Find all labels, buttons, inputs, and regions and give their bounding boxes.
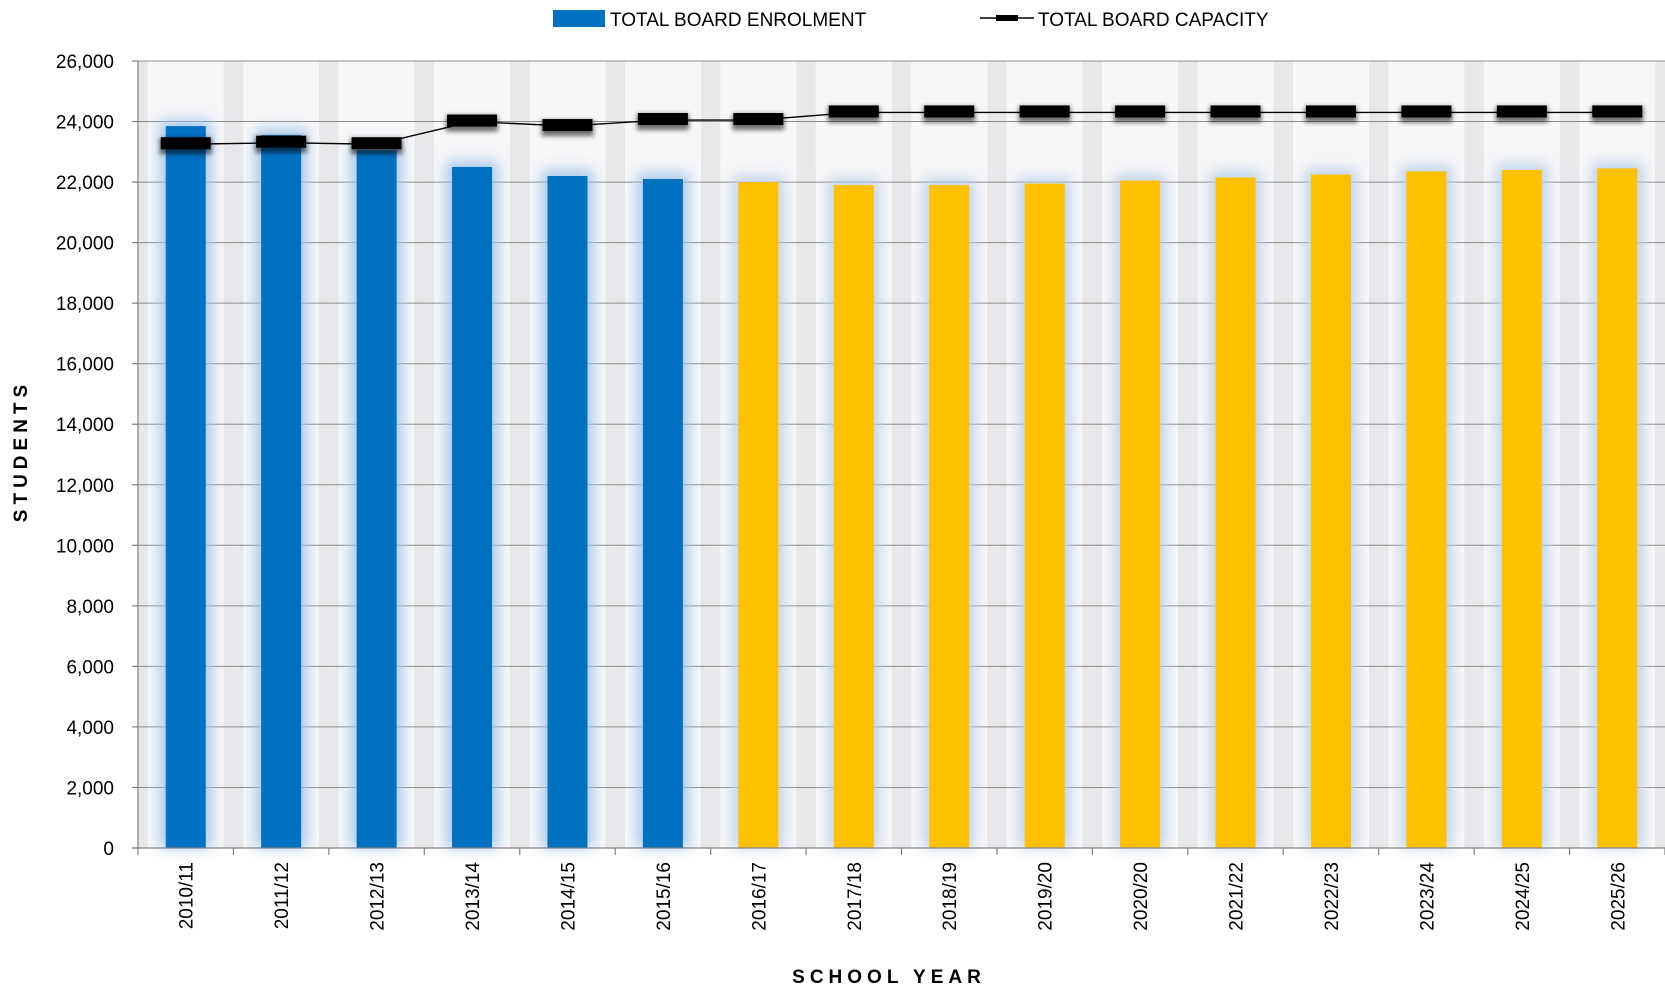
enrolment-bar-2020-20 [1120, 180, 1161, 848]
x-tick-label: 2022/23 [1322, 862, 1343, 931]
y-tick-label: 16,000 [56, 355, 114, 376]
x-tick-label: 2017/18 [845, 862, 866, 931]
legend: TOTAL BOARD ENROLMENT TOTAL BOARD CAPACI… [553, 10, 1269, 31]
enrolment-bar-2022-23 [1310, 174, 1351, 848]
enrolment-bar-2012-13 [356, 150, 397, 848]
enrolment-bar-2015-16 [642, 179, 683, 849]
capacity-marker-2015-16 [637, 113, 688, 126]
enrolment-bar-2018-19 [929, 185, 970, 848]
y-tick-label: 8,000 [66, 597, 114, 618]
y-tick-label: 6,000 [66, 657, 114, 678]
x-tick-label: 2019/20 [1036, 862, 1057, 931]
y-tick-label: 14,000 [56, 415, 114, 436]
capacity-marker-2024-25 [1496, 105, 1547, 118]
x-tick-label: 2011/12 [272, 862, 293, 929]
enrolment-bar-2010-11 [165, 126, 206, 848]
capacity-marker-2021-22 [1210, 105, 1261, 118]
capacity-marker-2013-14 [447, 114, 498, 127]
legend-marker-capacity [996, 15, 1018, 21]
enrolment-bars [165, 126, 1638, 849]
capacity-line-group [159, 105, 1644, 155]
capacity-marker-2019-20 [1019, 105, 1070, 118]
x-tick-label: 2012/13 [368, 862, 389, 931]
capacity-marker-2018-19 [924, 105, 975, 118]
y-tick-label: 24,000 [56, 113, 114, 134]
capacity-marker-2020-20 [1115, 105, 1166, 118]
legend-label-capacity: TOTAL BOARD CAPACITY [1038, 10, 1269, 31]
enrolment-bar-2023-24 [1406, 171, 1447, 849]
capacity-marker-2022-23 [1305, 105, 1356, 118]
y-tick-label: 12,000 [56, 476, 114, 497]
enrolment-bar-2024-25 [1501, 169, 1542, 848]
x-tick-label: 2014/15 [558, 862, 579, 931]
enrolment-bar-2013-14 [452, 166, 493, 848]
enrolment-bar-2011-12 [261, 135, 302, 849]
y-tick-label: 18,000 [56, 294, 114, 315]
x-tick-label: 2024/25 [1513, 862, 1534, 931]
x-tick-label: 2013/14 [463, 862, 484, 931]
enrolment-bar-2019-20 [1024, 183, 1065, 848]
capacity-marker-2023-24 [1401, 105, 1452, 118]
x-tick-labels: 2010/11 2011/12 2012/13 2013/14 2014/15 2015/… [177, 862, 1630, 931]
axes [132, 60, 1665, 855]
capacity-marker-2017-18 [828, 105, 879, 118]
y-tick-label: 10,000 [56, 536, 114, 557]
capacity-marker-2010-11 [160, 137, 211, 150]
x-axis-title: SCHOOL YEAR [792, 967, 986, 988]
enrolment-bar-2017-18 [833, 185, 874, 848]
capacity-marker-2011-12 [256, 135, 307, 148]
legend-swatch-enrolment [553, 10, 605, 27]
enrolment-bar-2016-17 [738, 182, 779, 849]
x-tick-label: 2020/20 [1131, 862, 1152, 931]
x-tick-label: 2016/17 [749, 862, 770, 931]
x-tick-label: 2010/11 [177, 862, 198, 929]
y-tick-label: 20,000 [56, 234, 114, 255]
x-tick-label: 2021/22 [1227, 862, 1248, 931]
capacity-marker-2012-13 [351, 137, 402, 150]
capacity-marker-2016-17 [733, 113, 784, 126]
x-tick-label: 2025/26 [1608, 862, 1629, 931]
enrolment-bar-2025-26 [1597, 168, 1638, 849]
y-tick-label: 26,000 [56, 52, 114, 73]
enrolment-bar-2014-15 [547, 176, 588, 848]
y-axis-title: STUDENTS [11, 380, 32, 522]
enrolment-bar-2021-22 [1215, 177, 1256, 848]
x-tick-label: 2023/24 [1417, 862, 1438, 931]
y-tick-label: 22,000 [56, 173, 114, 194]
y-tick-labels: 0 2,000 4,000 6,000 8,000 10,000 12,000 14,000 1… [56, 52, 114, 860]
legend-label-enrolment: TOTAL BOARD ENROLMENT [610, 10, 867, 31]
y-tick-label: 4,000 [66, 718, 114, 739]
y-tick-label: 0 [103, 839, 114, 860]
y-tick-label: 2,000 [66, 778, 114, 799]
capacity-marker-2025-26 [1592, 105, 1643, 118]
capacity-line [185, 111, 1618, 145]
capacity-marker-2014-15 [542, 119, 593, 132]
x-tick-label: 2018/19 [940, 862, 961, 931]
x-tick-label: 2015/16 [654, 862, 675, 931]
